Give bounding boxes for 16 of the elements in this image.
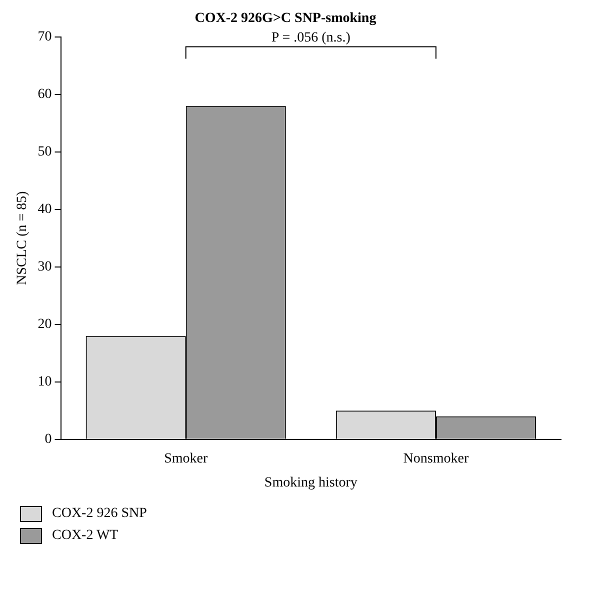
y-tick-label: 30 xyxy=(38,260,52,275)
y-tick-label: 40 xyxy=(38,202,52,218)
y-tick-label: 20 xyxy=(38,317,52,332)
x-axis-title: Smoking history xyxy=(264,475,358,490)
y-tick-label: 0 xyxy=(44,432,52,448)
y-tick-label: 50 xyxy=(38,144,52,160)
y-tick-label: 60 xyxy=(38,86,52,102)
y-tick-label: 70 xyxy=(38,29,52,44)
chart-title: COX-2 926G>C SNP-smoking xyxy=(194,11,376,26)
y-axis-title: NSCLC (n = 85) xyxy=(15,190,30,286)
y-tick-label: 10 xyxy=(38,374,52,390)
legend-label: COX-2 926 SNP xyxy=(52,506,147,522)
annotation: P = .056 (n.s.) xyxy=(271,30,351,46)
x-tick-label: Smoker xyxy=(164,451,208,466)
legend-label: COX-2 WT xyxy=(52,528,118,544)
x-tick-label: Nonsmoker xyxy=(403,451,469,466)
